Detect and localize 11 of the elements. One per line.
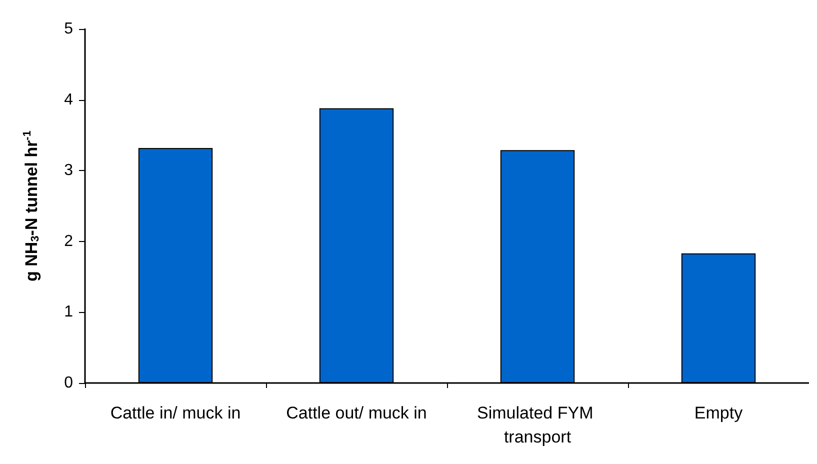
y-tick-label: 3 [64,162,74,180]
y-tick-label: 4 [64,91,74,108]
x-tick-label: Cattle out/ muck in [286,404,427,422]
y-tick-label: 0 [64,374,74,392]
y-tick-label: 5 [64,20,74,38]
y-tick-label: 1 [64,304,74,321]
x-tick-label: Cattle in/ muck in [110,404,241,422]
y-tick-label: 2 [64,232,74,250]
y-axis-title: g NH3-N tunnel hr-1 [22,130,42,282]
x-tick-label: Empty [694,404,744,422]
x-tick-label: Simulated FYM transport [477,404,598,446]
